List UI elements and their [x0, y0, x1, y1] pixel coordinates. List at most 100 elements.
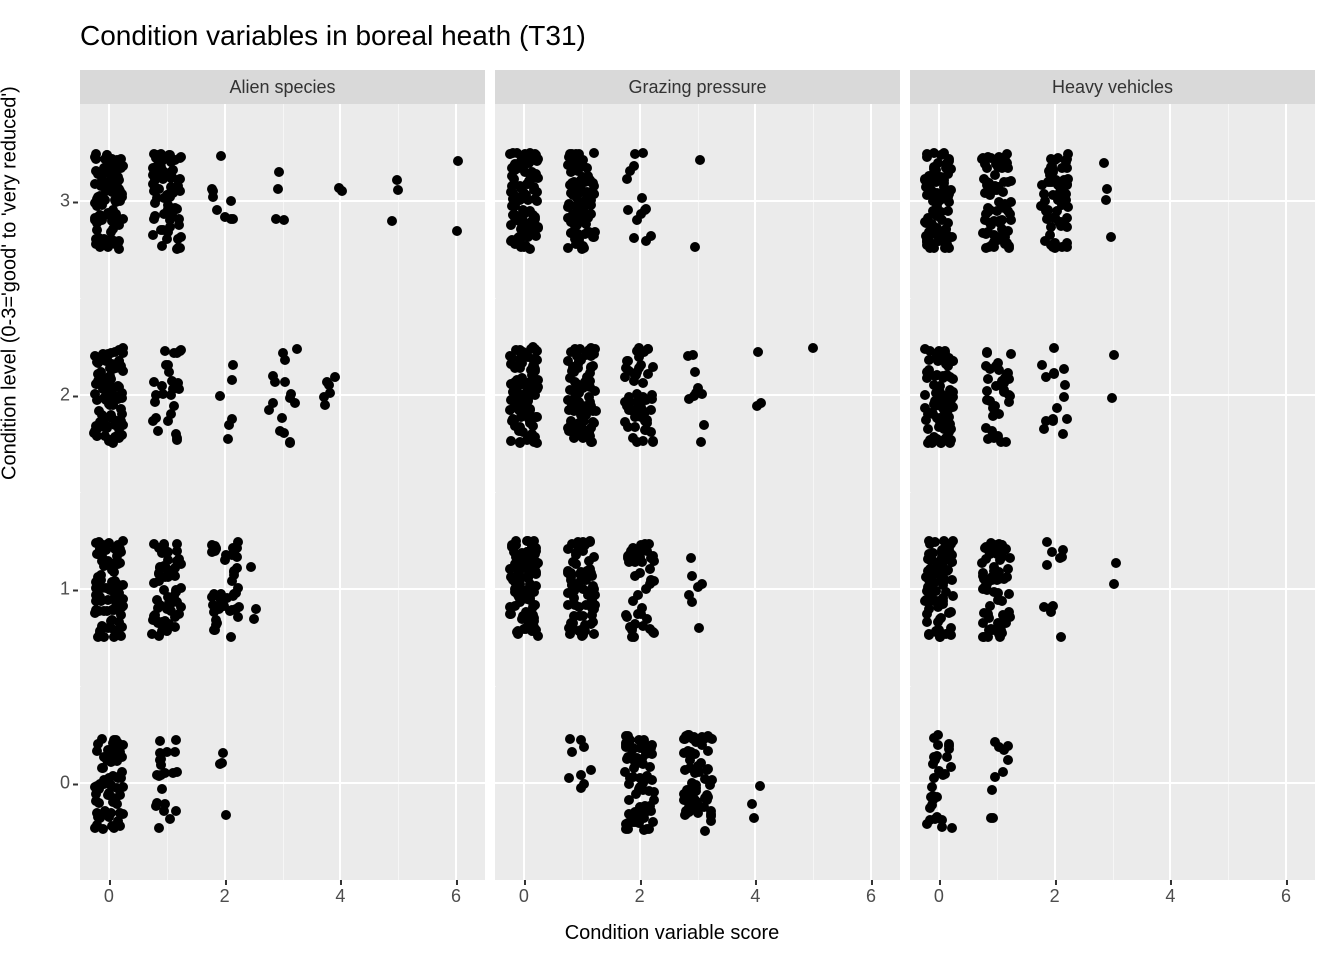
data-point [622, 401, 632, 411]
data-point [590, 386, 600, 396]
data-point [1106, 232, 1116, 242]
data-point [988, 813, 998, 823]
data-point [320, 400, 330, 410]
data-point [1059, 392, 1069, 402]
data-point [1006, 215, 1016, 225]
data-point [571, 391, 581, 401]
data-point [574, 602, 584, 612]
data-point [118, 366, 128, 376]
data-point [920, 390, 930, 400]
facet-strip: Alien species [80, 70, 485, 104]
data-point [159, 806, 169, 816]
data-point [947, 557, 957, 567]
data-point [154, 823, 164, 833]
data-point [531, 625, 541, 635]
data-point [1063, 202, 1073, 212]
data-point [268, 371, 278, 381]
data-point [929, 733, 939, 743]
data-point [97, 763, 107, 773]
data-point [635, 568, 645, 578]
data-point [100, 806, 110, 816]
data-point [942, 752, 952, 762]
data-point [944, 156, 954, 166]
data-point [216, 151, 226, 161]
data-point [111, 209, 121, 219]
data-point [103, 623, 113, 633]
data-point [1056, 217, 1066, 227]
data-point [943, 218, 953, 228]
data-point [212, 205, 222, 215]
x-axis-facet: 0246 [80, 880, 485, 910]
data-point [639, 737, 649, 747]
data-point [691, 780, 701, 790]
data-point [249, 614, 259, 624]
data-point [106, 154, 116, 164]
data-point [1060, 380, 1070, 390]
data-point [937, 230, 947, 240]
data-point [104, 436, 114, 446]
data-point [1004, 390, 1014, 400]
data-point [994, 197, 1004, 207]
data-point [514, 426, 524, 436]
data-point [689, 732, 699, 742]
data-point [453, 156, 463, 166]
data-point [172, 539, 182, 549]
data-point [646, 806, 656, 816]
data-point [922, 152, 932, 162]
data-point [159, 193, 169, 203]
data-point [1003, 206, 1013, 216]
x-tick: 4 [750, 886, 760, 907]
data-point [589, 232, 599, 242]
data-point [978, 228, 988, 238]
data-point [94, 406, 104, 416]
data-point [706, 811, 716, 821]
data-point [148, 416, 158, 426]
x-tick: 0 [519, 886, 529, 907]
data-point [521, 228, 531, 238]
data-point [509, 415, 519, 425]
data-point [699, 420, 709, 430]
data-point [111, 584, 121, 594]
data-point [683, 351, 693, 361]
data-point [985, 205, 995, 215]
data-point [922, 617, 932, 627]
data-point [933, 356, 943, 366]
data-point [1042, 537, 1052, 547]
data-point [90, 782, 100, 792]
data-point [636, 209, 646, 219]
data-point [620, 417, 630, 427]
data-point [935, 632, 945, 642]
data-point [1049, 343, 1059, 353]
y-tick: 1 [60, 579, 70, 600]
data-point [108, 738, 118, 748]
data-point [117, 393, 127, 403]
data-point [697, 579, 707, 589]
data-point [627, 632, 637, 642]
data-point [149, 578, 159, 588]
data-point [941, 587, 951, 597]
data-point [948, 387, 958, 397]
data-point [755, 781, 765, 791]
data-point [922, 240, 932, 250]
data-point [1062, 238, 1072, 248]
data-point [515, 558, 525, 568]
data-point [521, 241, 531, 251]
facet: Grazing pressure [495, 70, 900, 880]
data-point [1002, 572, 1012, 582]
data-point [114, 175, 124, 185]
data-point [277, 413, 287, 423]
data-point [1101, 195, 1111, 205]
data-point [89, 428, 99, 438]
data-point [573, 166, 583, 176]
data-point [922, 190, 932, 200]
data-point [506, 236, 516, 246]
data-point [1056, 186, 1066, 196]
data-point [163, 555, 173, 565]
data-point [175, 186, 185, 196]
data-point [929, 773, 939, 783]
data-point [944, 739, 954, 749]
x-tick: 0 [934, 886, 944, 907]
data-point [155, 736, 165, 746]
data-point [578, 155, 588, 165]
data-point [527, 542, 537, 552]
